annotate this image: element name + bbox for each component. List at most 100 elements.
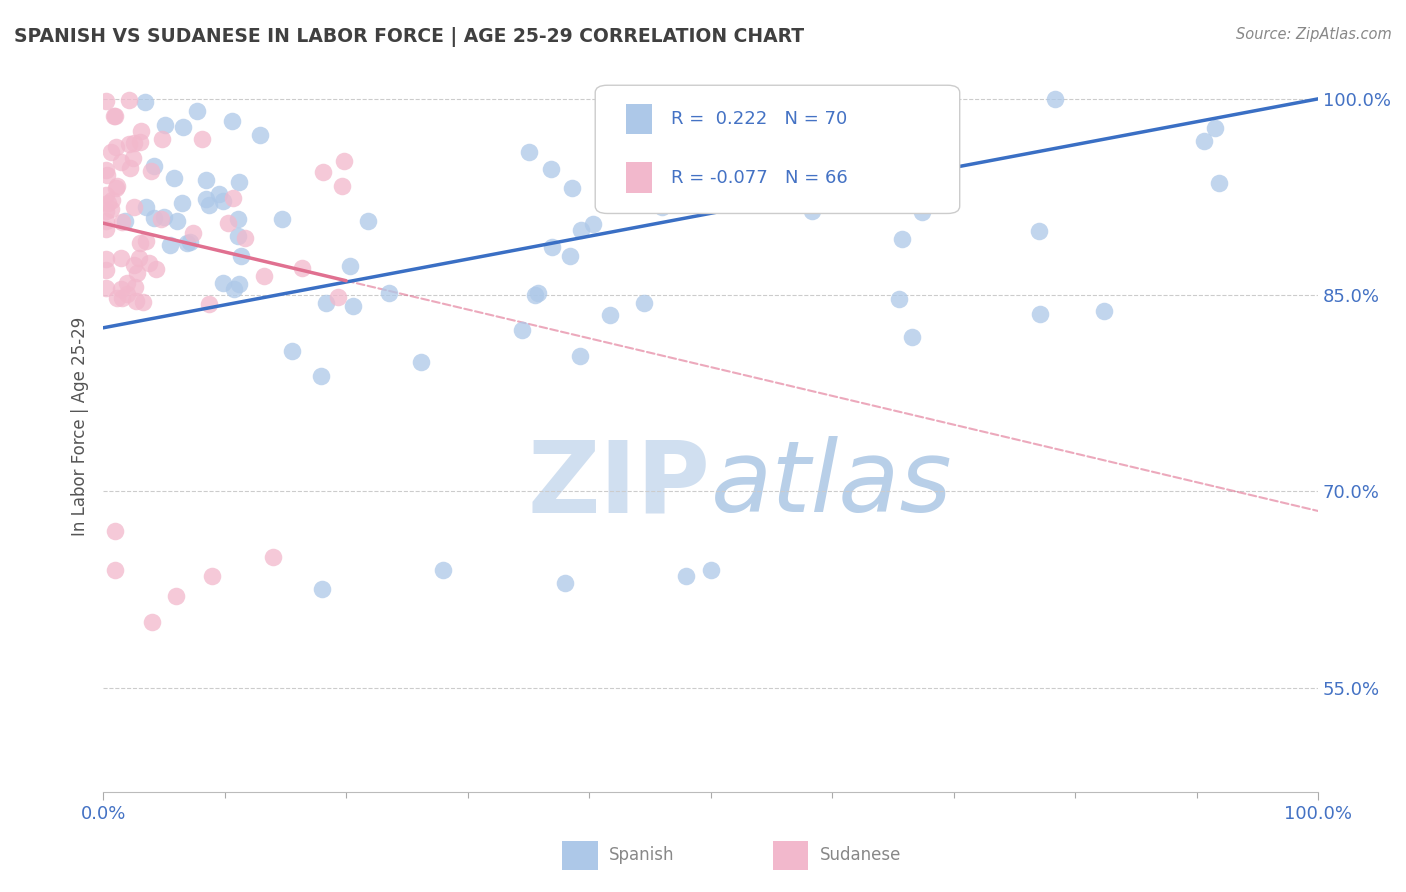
Point <box>226 229 249 244</box>
Point <box>94 263 117 277</box>
Point <box>312 165 335 179</box>
Bar <box>626 103 652 135</box>
Point <box>118 93 141 107</box>
Point <box>558 249 581 263</box>
Text: atlas: atlas <box>710 436 952 533</box>
Text: ZIP: ZIP <box>527 436 710 533</box>
Point <box>150 132 173 146</box>
Point <box>110 252 132 266</box>
Point <box>191 132 214 146</box>
Point <box>138 256 160 270</box>
Point <box>122 258 145 272</box>
Point <box>541 240 564 254</box>
Point <box>357 213 380 227</box>
Point <box>228 175 250 189</box>
Point <box>194 193 217 207</box>
Point <box>134 95 156 109</box>
Point <box>94 281 117 295</box>
Point <box>176 235 198 250</box>
Point <box>330 179 353 194</box>
Point <box>523 288 546 302</box>
Point <box>172 120 194 134</box>
Point <box>105 179 128 194</box>
Point <box>217 216 239 230</box>
Point <box>889 293 911 307</box>
Point <box>155 118 177 132</box>
Point <box>105 291 128 305</box>
Point <box>675 569 697 583</box>
Point <box>110 282 132 296</box>
Point <box>651 200 673 214</box>
Point <box>120 161 142 176</box>
Point <box>599 308 621 322</box>
Point <box>249 128 271 143</box>
Point <box>540 161 562 176</box>
Point <box>212 276 235 290</box>
Text: SPANISH VS SUDANESE IN LABOR FORCE | AGE 25-29 CORRELATION CHART: SPANISH VS SUDANESE IN LABOR FORCE | AGE… <box>14 27 804 46</box>
Point <box>226 212 249 227</box>
Point <box>104 524 127 538</box>
Point <box>309 369 332 384</box>
Point <box>510 323 533 337</box>
Point <box>94 204 117 219</box>
Point <box>122 136 145 151</box>
Point <box>149 212 172 227</box>
Point <box>129 124 152 138</box>
Y-axis label: In Labor Force | Age 25-29: In Labor Force | Age 25-29 <box>72 317 89 535</box>
Point <box>235 231 257 245</box>
Point <box>122 201 145 215</box>
Point <box>121 151 143 165</box>
Point <box>132 295 155 310</box>
Point <box>568 349 591 363</box>
FancyBboxPatch shape <box>595 86 960 213</box>
Point <box>271 211 294 226</box>
Point <box>228 277 250 291</box>
Point <box>910 204 932 219</box>
Point <box>165 589 187 603</box>
Point <box>901 330 924 344</box>
Point <box>801 204 824 219</box>
Point <box>153 211 176 225</box>
Point <box>409 355 432 369</box>
Point <box>432 563 454 577</box>
Point <box>1029 307 1052 321</box>
Point <box>569 223 592 237</box>
Point <box>104 109 127 123</box>
Point <box>111 291 134 305</box>
Point <box>114 214 136 228</box>
Point <box>928 151 950 165</box>
Point <box>1094 304 1116 318</box>
Point <box>891 232 914 246</box>
Point <box>291 260 314 275</box>
Point <box>262 549 284 564</box>
Point <box>222 190 245 204</box>
Point <box>527 285 550 300</box>
Point <box>128 251 150 265</box>
Point <box>163 170 186 185</box>
Point <box>342 299 364 313</box>
Point <box>1208 176 1230 190</box>
Point <box>221 114 243 128</box>
Point <box>198 198 221 212</box>
Point <box>125 266 148 280</box>
Point <box>125 294 148 309</box>
Point <box>326 290 349 304</box>
Point <box>186 103 208 118</box>
Point <box>554 576 576 591</box>
Point <box>104 563 127 577</box>
Point <box>1043 92 1066 106</box>
Point <box>100 202 122 217</box>
Point <box>104 140 127 154</box>
Point <box>115 287 138 301</box>
Point <box>100 145 122 160</box>
Text: Spanish: Spanish <box>609 847 675 864</box>
Point <box>311 582 333 597</box>
Point <box>104 181 127 195</box>
Point <box>1204 121 1226 136</box>
Point <box>229 249 252 263</box>
Point <box>129 136 152 150</box>
Point <box>110 154 132 169</box>
Point <box>94 222 117 236</box>
Text: R = -0.077   N = 66: R = -0.077 N = 66 <box>671 169 848 186</box>
Point <box>201 569 224 583</box>
